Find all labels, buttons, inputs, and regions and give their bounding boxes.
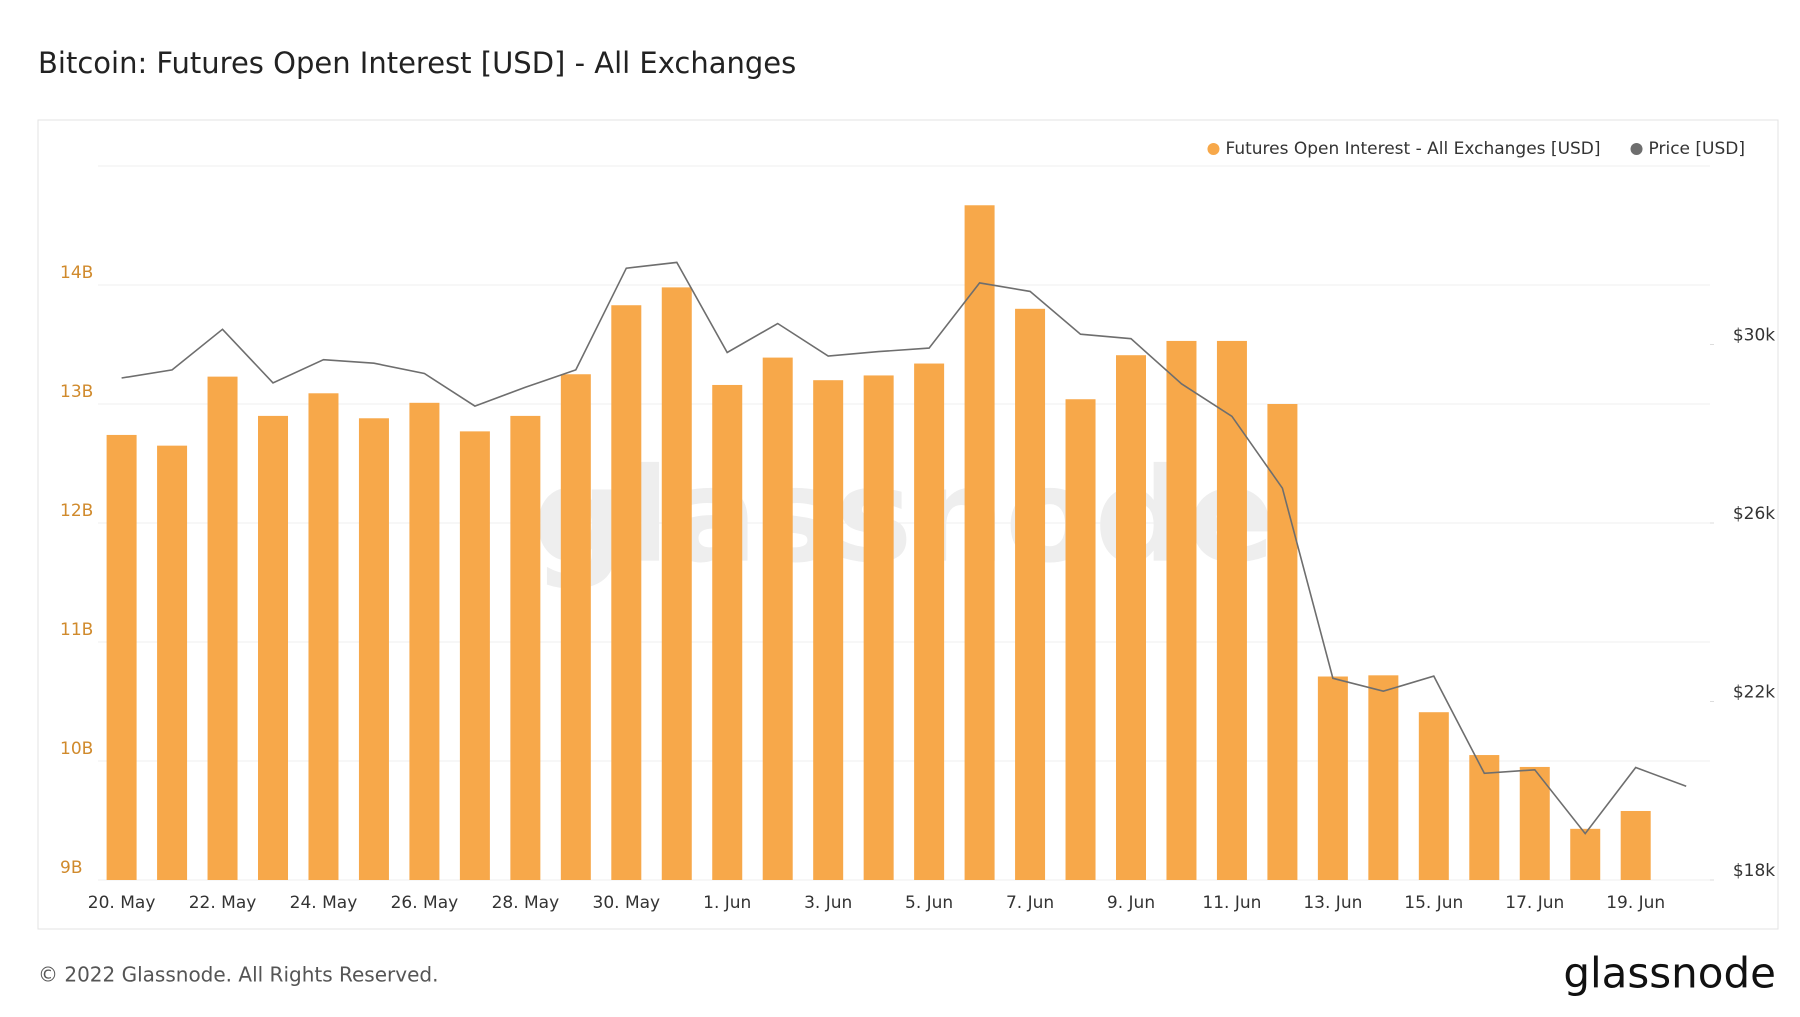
bar (1166, 340, 1197, 880)
y2-tick-label: $18k (1733, 861, 1775, 881)
bar (1368, 675, 1399, 880)
x-tick-label: 1. Jun (703, 893, 751, 913)
x-tick-label: 15. Jun (1404, 893, 1463, 913)
x-tick-label: 3. Jun (804, 893, 852, 913)
bar (1418, 712, 1449, 880)
y2-tick-label: $22k (1733, 683, 1775, 703)
bar (914, 363, 945, 880)
x-tick-label: 7. Jun (1006, 893, 1054, 913)
x-tick-label: 9. Jun (1107, 893, 1155, 913)
x-tick-label: 20. May (88, 893, 156, 913)
y-tick-label: 14B (60, 263, 93, 283)
logo: glassnode (1563, 949, 1776, 998)
chart-title: Bitcoin: Futures Open Interest [USD] - A… (38, 46, 796, 80)
y-tick-label: 10B (60, 739, 93, 759)
bar (1620, 810, 1651, 880)
bar (1519, 766, 1550, 880)
bar (510, 415, 541, 880)
price-line (121, 261, 1687, 835)
watermark: glassnode (532, 440, 1275, 592)
bar (1317, 676, 1348, 880)
y-tick-label: 11B (60, 620, 93, 640)
x-tick-label: 28. May (492, 893, 560, 913)
bar (611, 305, 642, 881)
bar (459, 431, 490, 880)
x-tick-label: 19. Jun (1606, 893, 1665, 913)
bar (1570, 828, 1601, 880)
bar (712, 384, 743, 880)
bar (409, 402, 440, 880)
bar (762, 357, 793, 881)
legend-label: Futures Open Interest - All Exchanges [U… (1225, 139, 1600, 159)
x-tick-label: 5. Jun (905, 893, 953, 913)
bar (258, 415, 289, 880)
y-tick-label: 9B (60, 858, 82, 878)
bar (964, 205, 995, 880)
bar (1065, 399, 1096, 880)
x-tick-label: 22. May (189, 893, 257, 913)
legend-dot (1630, 143, 1643, 155)
bar (863, 375, 894, 880)
bar (106, 434, 137, 880)
bar (661, 287, 692, 880)
y2-tick-label: $30k (1733, 326, 1775, 346)
y-tick-label: 13B (60, 382, 93, 402)
bar (1216, 340, 1247, 880)
bar (813, 380, 844, 880)
bar (358, 418, 389, 880)
x-tick-label: 26. May (391, 893, 459, 913)
x-tick-label: 11. Jun (1202, 893, 1261, 913)
x-tick-label: 17. Jun (1505, 893, 1564, 913)
legend-label: Price [USD] (1649, 139, 1745, 159)
bar (308, 393, 339, 880)
footer: © 2022 Glassnode. All Rights Reserved. (38, 963, 438, 987)
y2-tick-label: $26k (1733, 504, 1775, 524)
bar (560, 374, 591, 880)
bar (1015, 308, 1046, 880)
x-tick-label: 13. Jun (1303, 893, 1362, 913)
bar (1116, 355, 1146, 881)
y-tick-label: 12B (60, 501, 93, 521)
bar (157, 445, 188, 880)
x-tick-label: 24. May (290, 893, 358, 913)
bar (207, 376, 238, 880)
bar (1469, 755, 1500, 880)
chart-frame (37, 119, 1779, 930)
legend-dot (1207, 143, 1220, 155)
bar (1267, 404, 1298, 880)
x-tick-label: 30. May (593, 893, 661, 913)
